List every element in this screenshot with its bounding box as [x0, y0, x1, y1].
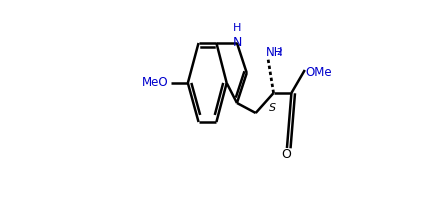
Text: S: S	[269, 103, 276, 113]
Text: H: H	[233, 23, 241, 33]
Text: O: O	[281, 148, 291, 162]
Text: 2: 2	[277, 48, 282, 57]
Text: N: N	[232, 36, 241, 48]
Text: OMe: OMe	[306, 66, 332, 78]
Text: MeO: MeO	[142, 76, 168, 90]
Text: NH: NH	[266, 46, 283, 60]
